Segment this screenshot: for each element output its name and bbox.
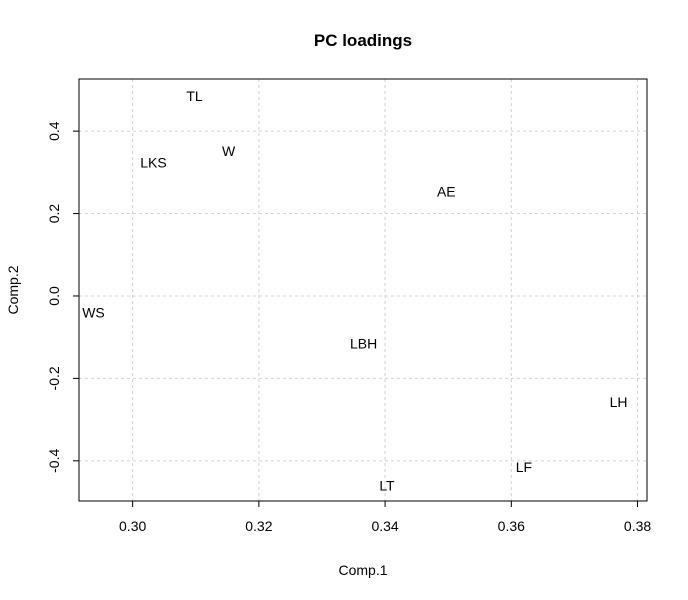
chart-title: PC loadings <box>314 31 412 50</box>
x-tick-label: 0.38 <box>624 518 651 534</box>
y-tick-label: 0.0 <box>46 286 62 306</box>
x-axis: 0.30 0.32 0.34 0.36 0.38 <box>119 501 651 534</box>
x-tick-label: 0.30 <box>119 518 146 534</box>
x-tick-label: 0.32 <box>245 518 272 534</box>
point-label-ws: WS <box>82 305 105 321</box>
x-axis-label: Comp.1 <box>338 562 387 578</box>
y-tick-label: -0.2 <box>46 366 62 390</box>
point-label-lf: LF <box>516 459 532 475</box>
point-label-lks: LKS <box>140 155 166 171</box>
point-label-w: W <box>222 143 236 159</box>
point-label-lh: LH <box>610 394 628 410</box>
y-axis-label: Comp.2 <box>5 265 21 314</box>
x-tick-label: 0.36 <box>498 518 525 534</box>
y-tick-label: -0.4 <box>46 449 62 473</box>
point-label-ae: AE <box>437 184 456 200</box>
point-label-lbh: LBH <box>350 335 377 351</box>
point-label-tl: TL <box>186 88 203 104</box>
plot-frame <box>78 78 648 502</box>
point-labels: TL W LKS AE WS LBH LH LF LT <box>82 88 627 494</box>
grid-lines <box>79 79 647 501</box>
y-axis: -0.4 -0.2 0.0 0.2 0.4 <box>46 121 79 473</box>
y-tick-label: 0.2 <box>46 204 62 224</box>
x-tick-label: 0.34 <box>371 518 398 534</box>
point-label-lt: LT <box>379 478 395 494</box>
y-tick-label: 0.4 <box>46 121 62 141</box>
